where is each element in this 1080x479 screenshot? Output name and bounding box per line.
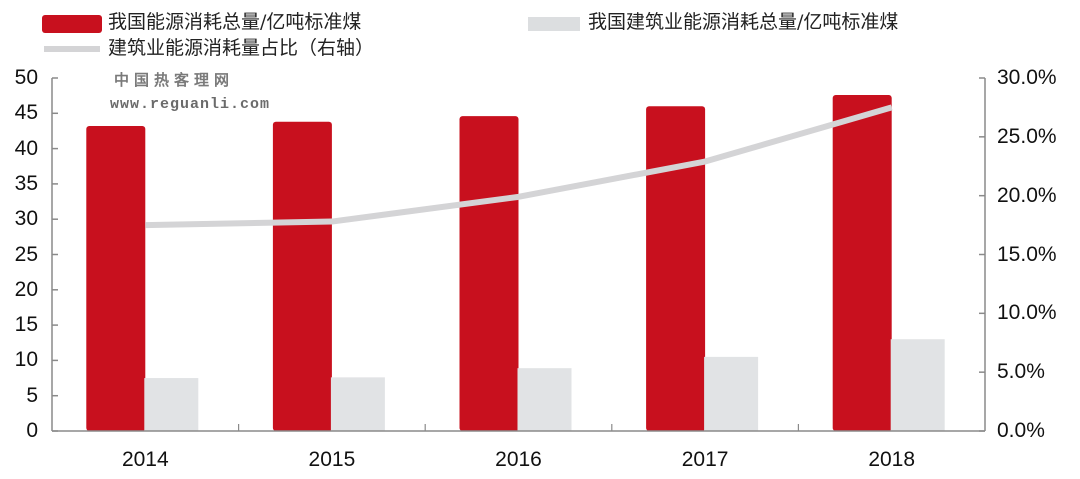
legend-swatch-total-energy xyxy=(42,15,102,33)
bar-total-energy xyxy=(646,106,706,432)
right-tick-label: 15.0% xyxy=(997,242,1057,266)
left-tick-label: 0 xyxy=(26,419,38,442)
x-tick-label: 2016 xyxy=(495,448,542,471)
left-tick-label: 15 xyxy=(14,313,38,337)
legend-label-share-line: 建筑业能源消耗量占比（右轴） xyxy=(108,37,375,59)
right-tick-label: 10.0% xyxy=(997,301,1057,325)
left-tick-label: 10 xyxy=(14,348,38,372)
bar-total-energy xyxy=(272,121,332,431)
left-tick-label: 35 xyxy=(14,171,38,195)
bar-building-energy xyxy=(144,378,199,431)
left-tick-label: 5 xyxy=(26,383,38,407)
right-tick-label: 30.0% xyxy=(997,66,1057,89)
left-tick-label: 40 xyxy=(14,136,38,160)
bar-building-energy xyxy=(890,339,945,431)
bar-building-energy xyxy=(704,356,759,431)
bar-total-energy xyxy=(86,126,146,432)
x-tick-label: 2018 xyxy=(868,448,916,471)
x-tick-label: 2017 xyxy=(681,448,729,471)
bar-building-energy xyxy=(330,377,385,431)
x-tick-label: 2014 xyxy=(121,448,169,471)
right-tick-label: 20.0% xyxy=(997,183,1057,207)
bar-building-energy xyxy=(517,368,572,431)
watermark-url: www.reguanli.com xyxy=(110,96,271,113)
right-tick-label: 0.0% xyxy=(997,419,1045,442)
left-tick-label: 25 xyxy=(14,242,38,266)
legend-swatch-share-line xyxy=(44,46,100,52)
bar-total-energy xyxy=(832,94,892,431)
legend-label-total-energy: 我国能源消耗总量/亿吨标准煤 xyxy=(108,11,362,33)
legend-swatch-building-energy xyxy=(528,17,580,31)
left-tick-label: 30 xyxy=(14,207,38,231)
legend-label-building-energy: 我国建筑业能源消耗总量/亿吨标准煤 xyxy=(588,11,899,33)
bar-total-energy xyxy=(459,116,519,432)
right-tick-label: 25.0% xyxy=(997,124,1057,148)
left-tick-label: 50 xyxy=(14,66,38,89)
left-tick-label: 20 xyxy=(14,277,38,301)
left-tick-label: 45 xyxy=(14,101,38,125)
x-tick-label: 2015 xyxy=(308,448,356,471)
line-building-share xyxy=(145,104,893,229)
watermark-name: 中国热客理网 xyxy=(114,71,235,89)
right-tick-label: 5.0% xyxy=(997,360,1045,384)
